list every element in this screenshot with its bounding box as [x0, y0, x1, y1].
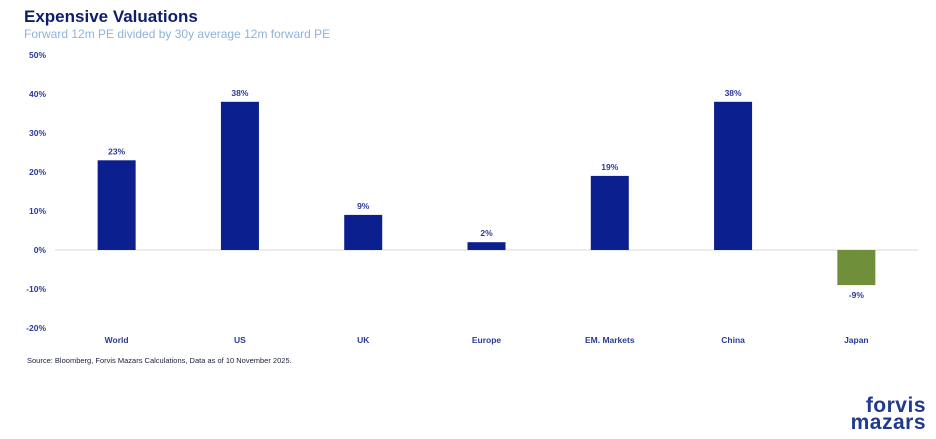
bar: [837, 250, 876, 286]
category-label: EM. Markets: [585, 335, 635, 345]
y-tick-label: 0%: [34, 245, 47, 255]
chart-title: Expensive Valuations: [24, 7, 198, 26]
y-tick-label: 40%: [29, 89, 46, 99]
y-tick-label: 50%: [29, 50, 46, 60]
y-tick-label: -10%: [26, 284, 46, 294]
forvis-mazars-logo: forvis mazars: [816, 394, 926, 434]
y-tick-label: 10%: [29, 206, 46, 216]
category-label: Japan: [844, 335, 869, 345]
bar: [220, 101, 259, 250]
chart-subtitle: Forward 12m PE divided by 30y average 12…: [24, 27, 331, 41]
bar: [97, 160, 136, 250]
data-label: 38%: [231, 88, 248, 98]
data-label: 2%: [480, 228, 493, 238]
logo-line-2: mazars: [850, 411, 926, 434]
bar: [714, 101, 753, 250]
bar: [590, 175, 629, 250]
category-label: UK: [357, 335, 370, 345]
category-label: US: [234, 335, 246, 345]
data-label: 38%: [725, 88, 742, 98]
bar: [344, 214, 383, 250]
logo-line-1: forvis: [865, 394, 926, 417]
y-tick-label: 30%: [29, 128, 46, 138]
category-label: World: [105, 335, 129, 345]
bar: [467, 242, 506, 250]
category-label: Europe: [472, 335, 502, 345]
data-label: 19%: [601, 162, 618, 172]
category-label: China: [721, 335, 745, 345]
bar-chart: 50% 40% 30% 20% 10% 0% -10% -20% 23% World 38% US 9%…: [26, 50, 918, 345]
y-tick-label: -20%: [26, 323, 46, 333]
data-label: 23%: [108, 146, 125, 156]
data-label: -9%: [849, 290, 865, 300]
y-tick-label: 20%: [29, 167, 46, 177]
source-note: Source: Bloomberg, Forvis Mazars Calcula…: [27, 356, 292, 365]
data-label: 9%: [357, 201, 370, 211]
